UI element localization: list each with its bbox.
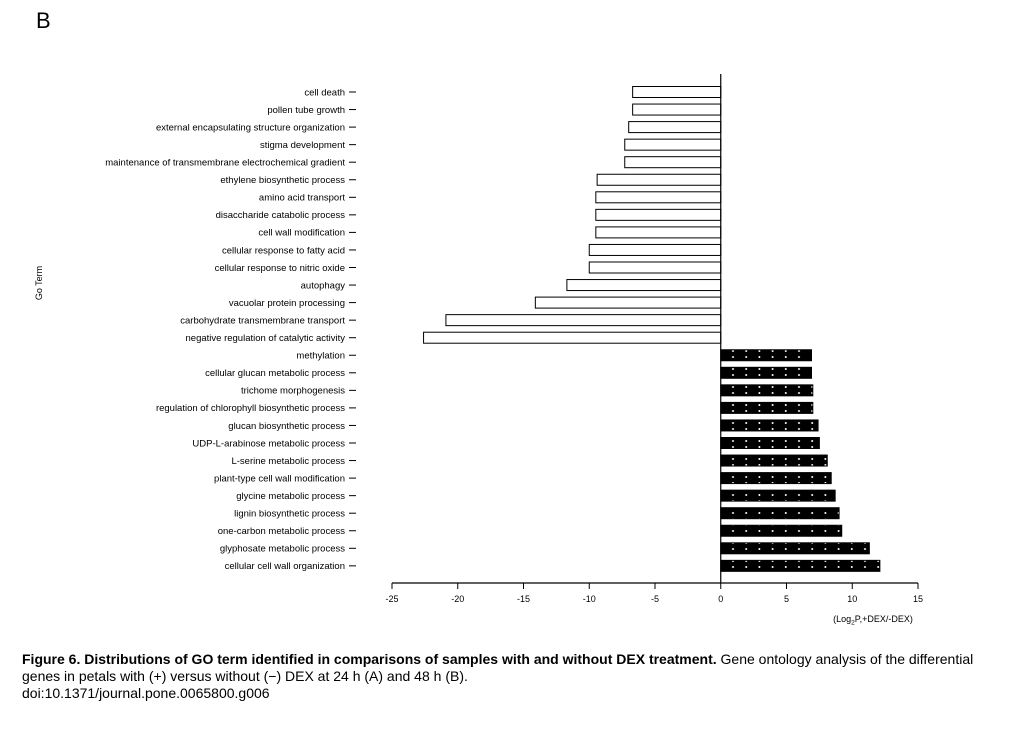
category-label: methylation — [296, 351, 345, 362]
bar — [720, 366, 812, 379]
category-label: lignin biosynthetic process — [234, 509, 345, 520]
bar — [588, 243, 722, 256]
bar — [632, 103, 722, 116]
x-tick-label: -10 — [583, 594, 596, 604]
x-axis-title: (Log2P,+DEX/-DEX) — [833, 614, 913, 627]
x-tick-label: 0 — [718, 594, 723, 604]
bar — [624, 138, 722, 151]
bar — [720, 542, 870, 555]
x-tick-label: 15 — [913, 594, 923, 604]
category-label: autophagy — [301, 280, 346, 291]
category-label: trichome morphogenesis — [241, 386, 345, 397]
axes: -25 -20 -15 -10 -5 0 5 10 15 — [385, 74, 923, 604]
bar — [720, 454, 828, 467]
category-label: regulation of chlorophyll biosynthetic p… — [156, 403, 345, 414]
category-label: stigma development — [260, 140, 345, 151]
figure-caption: Figure 6. Distributions of GO term ident… — [22, 651, 1002, 702]
x-tick-label: -15 — [517, 594, 530, 604]
bar — [720, 349, 812, 362]
bar — [720, 524, 843, 537]
category-labels: cell death pollen tube growth external enc… — [105, 87, 356, 572]
x-tick-label: 10 — [847, 594, 857, 604]
bar — [720, 437, 820, 449]
x-tick-label: -20 — [451, 594, 464, 604]
category-label: external encapsulating structure organiz… — [156, 122, 345, 133]
x-tick-label: 5 — [784, 594, 789, 604]
bar — [720, 384, 814, 397]
category-label: amino acid transport — [259, 193, 345, 204]
bar — [720, 472, 832, 485]
category-label: pollen tube growth — [267, 105, 345, 116]
bar — [534, 296, 722, 309]
category-label: UDP-L-arabinose metabolic process — [192, 438, 345, 449]
bar — [596, 173, 722, 186]
bars-layer — [423, 86, 881, 572]
category-label: cellular cell wall organization — [225, 561, 345, 572]
y-axis-title: Go Term — [34, 266, 44, 300]
category-label: L-serine metabolic process — [231, 456, 345, 467]
bar — [628, 121, 722, 134]
bar — [595, 191, 722, 204]
bar — [624, 156, 722, 169]
panel-label: B — [36, 8, 51, 33]
category-label: ethylene biosynthetic process — [220, 175, 345, 186]
category-label: cell wall modification — [258, 228, 345, 239]
category-label: cell death — [304, 87, 345, 98]
bar — [566, 279, 722, 292]
caption-text: Gene ontology analysis of the differenti… — [22, 651, 974, 684]
bar — [720, 507, 840, 520]
category-label: vacuolar protein processing — [229, 298, 345, 309]
bar — [595, 208, 722, 221]
category-label: cellular response to fatty acid — [222, 245, 345, 256]
category-label: carbohydrate transmembrane transport — [180, 315, 345, 326]
category-label: negative regulation of catalytic activit… — [186, 333, 346, 344]
category-label: plant-type cell wall modification — [214, 473, 345, 484]
caption-title: Figure 6. Distributions of GO term ident… — [22, 651, 717, 667]
category-label: cellular glucan metabolic process — [205, 368, 345, 379]
bar — [423, 331, 722, 344]
caption-doi: doi:10.1371/journal.pone.0065800.g006 — [22, 685, 270, 701]
x-tick-label: -5 — [651, 594, 659, 604]
category-label: one-carbon metabolic process — [218, 526, 346, 537]
bar — [595, 226, 722, 239]
category-label: disaccharide catabolic process — [216, 210, 346, 221]
category-label: maintenance of transmembrane electrochem… — [105, 158, 345, 169]
bar — [720, 401, 814, 414]
bar — [720, 489, 836, 502]
x-tick-label: -25 — [385, 594, 398, 604]
go-term-bar-chart: cell death pollen tube growth external enc… — [34, 74, 923, 627]
bar — [445, 314, 722, 327]
bar — [720, 559, 881, 572]
category-label: glucan biosynthetic process — [228, 421, 345, 432]
category-label: cellular response to nitric oxide — [215, 263, 345, 274]
bar — [632, 86, 722, 98]
category-label: glycine metabolic process — [236, 491, 345, 502]
bar — [720, 419, 819, 432]
category-label: glyphosate metabolic process — [220, 544, 345, 555]
bar — [588, 261, 722, 274]
